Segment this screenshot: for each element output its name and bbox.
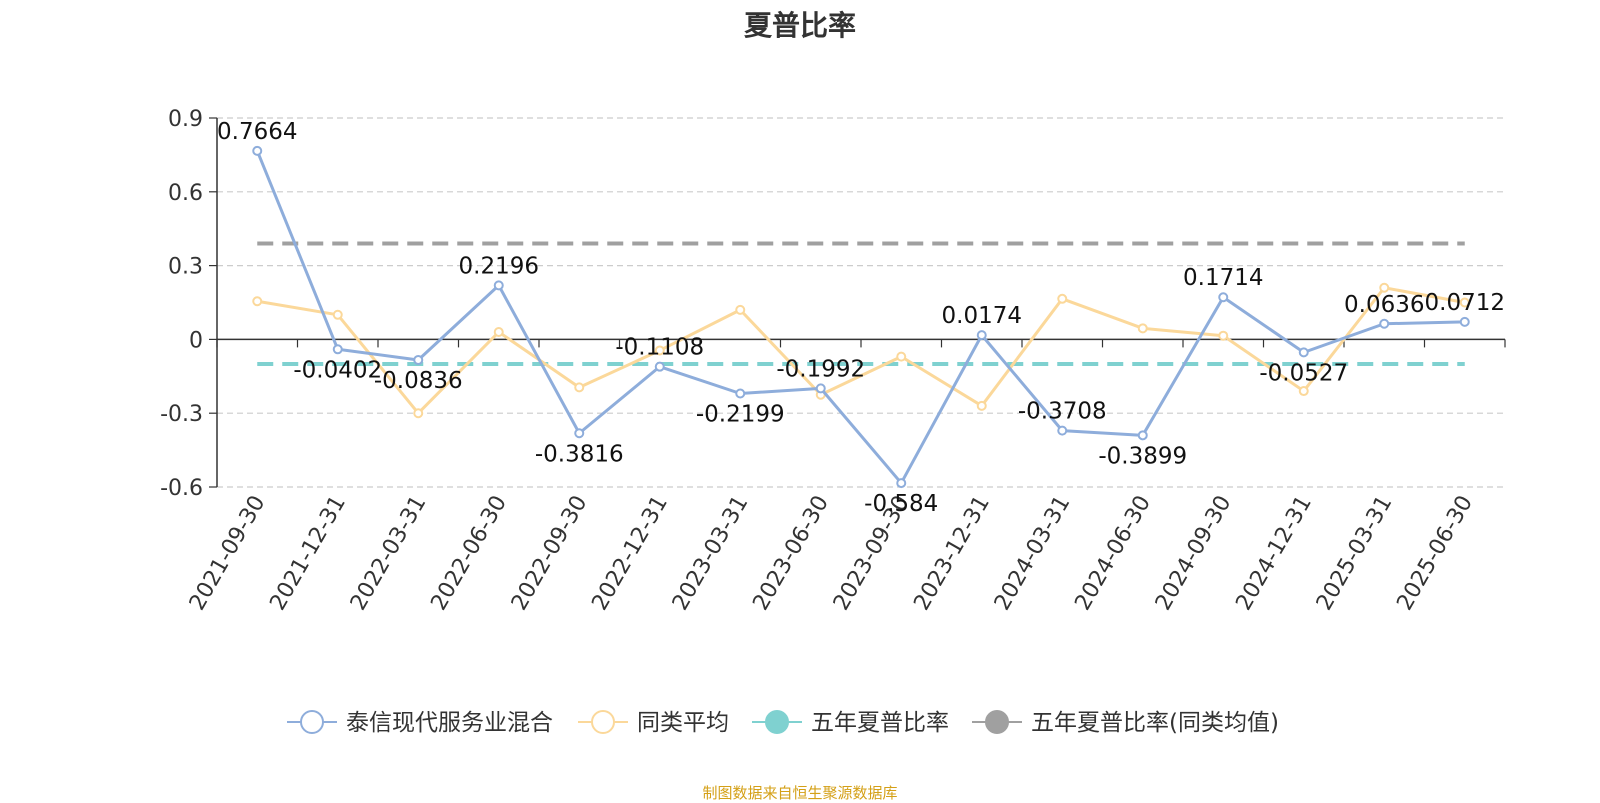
- data-label: 0.2196: [459, 253, 539, 279]
- data-point: [252, 296, 263, 307]
- data-label: -0.0402: [293, 357, 382, 383]
- legend-label: 同类平均: [637, 710, 729, 736]
- data-point: [1459, 297, 1470, 308]
- data-point: [574, 428, 585, 439]
- data-label: 0.0712: [1425, 290, 1505, 316]
- data-point: [493, 327, 504, 338]
- data-point: [493, 280, 504, 291]
- data-point: [252, 145, 263, 156]
- y-tick-label: -0.6: [160, 476, 203, 501]
- legend-label: 五年夏普比率(同类均值): [1031, 710, 1279, 736]
- x-tick-label: 2024-06-30: [1070, 492, 1156, 615]
- data-point: [735, 388, 746, 399]
- data-label: -0.2199: [696, 401, 785, 427]
- data-label: -0.3816: [535, 441, 624, 467]
- x-tick-label: 2024-03-31: [990, 492, 1076, 615]
- data-point: [896, 478, 907, 489]
- data-label: 0.0636: [1344, 292, 1424, 318]
- x-tick-label: 2024-09-30: [1151, 492, 1237, 615]
- grid-lines: [217, 117, 1505, 488]
- y-tick-label: 0.3: [168, 255, 203, 280]
- data-point: [1057, 293, 1068, 304]
- data-label: -0.1108: [615, 335, 704, 361]
- x-tick-label: 2021-12-31: [265, 492, 351, 615]
- data-point: [1298, 386, 1309, 397]
- data-point: [1218, 292, 1229, 303]
- data-point: [413, 354, 424, 365]
- legend-item: 同类平均: [578, 710, 729, 736]
- data-point: [1218, 330, 1229, 341]
- y-tick-label: -0.3: [160, 402, 203, 427]
- data-point: [735, 304, 746, 315]
- legend-swatch-marker: [591, 710, 615, 734]
- x-tick-label: 2023-06-30: [748, 492, 834, 615]
- data-point: [1298, 347, 1309, 358]
- legend-item: 五年夏普比率(同类均值): [972, 710, 1279, 736]
- source-note: 制图数据来自恒生聚源数据库: [702, 784, 898, 802]
- data-label: -0.0836: [374, 368, 463, 394]
- data-label: -0.1992: [776, 356, 865, 382]
- data-point: [332, 344, 343, 355]
- series-lines: [252, 145, 1470, 489]
- x-tick-label: 2025-03-31: [1312, 492, 1398, 615]
- legend-swatch-marker: [985, 710, 1009, 734]
- legend-item: 五年夏普比率: [752, 710, 949, 736]
- data-label: 0.0174: [942, 303, 1022, 329]
- data-label: -0.3708: [1018, 399, 1107, 425]
- legend-swatch-marker: [765, 710, 789, 734]
- chart-title: 夏普比率: [743, 9, 856, 42]
- data-point: [413, 408, 424, 419]
- x-tick-label: 2022-09-30: [507, 492, 593, 615]
- data-label: 0.7664: [217, 119, 297, 145]
- legend-swatch-marker: [300, 710, 324, 734]
- legend: 泰信现代服务业混合 同类平均 五年夏普比率 五年夏普比率(同类均值): [287, 710, 1279, 736]
- data-point: [815, 383, 826, 394]
- x-tick-label: 2024-12-31: [1231, 492, 1317, 615]
- data-point: [654, 345, 665, 356]
- x-tick-label: 2025-06-30: [1392, 492, 1478, 615]
- data-point: [1137, 430, 1148, 441]
- x-tick-label: 2021-09-30: [185, 492, 271, 615]
- y-tick-label: 0.9: [168, 107, 203, 132]
- x-tick-label: 2023-03-31: [668, 492, 754, 615]
- data-point: [332, 309, 343, 320]
- data-point: [976, 330, 987, 341]
- data-label: -0.584: [864, 491, 938, 517]
- data-point: [896, 351, 907, 362]
- data-label: -0.3899: [1098, 443, 1187, 469]
- data-label: 0.1714: [1183, 265, 1263, 291]
- y-tick-label: 0.6: [168, 181, 203, 206]
- x-tick-label: 2022-12-31: [587, 492, 673, 615]
- data-point: [574, 382, 585, 393]
- data-labels: 0.7664 -0.0402-0.0836 0.2196 -0.3816 -0.1108…: [217, 119, 1505, 517]
- x-tick-label: 2022-03-31: [346, 492, 432, 615]
- data-point: [1379, 318, 1390, 329]
- data-point: [1379, 282, 1390, 293]
- legend-label: 五年夏普比率: [811, 710, 949, 736]
- x-tick-label: 2022-06-30: [426, 492, 512, 615]
- data-point: [654, 361, 665, 372]
- data-label: -0.0527: [1259, 360, 1348, 386]
- data-point: [976, 400, 987, 411]
- y-tick-label: 0: [189, 328, 203, 353]
- series-line: [255, 150, 1465, 485]
- data-point: [1459, 316, 1470, 327]
- data-point: [1057, 425, 1068, 436]
- legend-label: 泰信现代服务业混合: [346, 710, 553, 736]
- legend-item: 泰信现代服务业混合: [287, 710, 553, 736]
- data-point: [1137, 323, 1148, 334]
- series-line: [257, 286, 1466, 415]
